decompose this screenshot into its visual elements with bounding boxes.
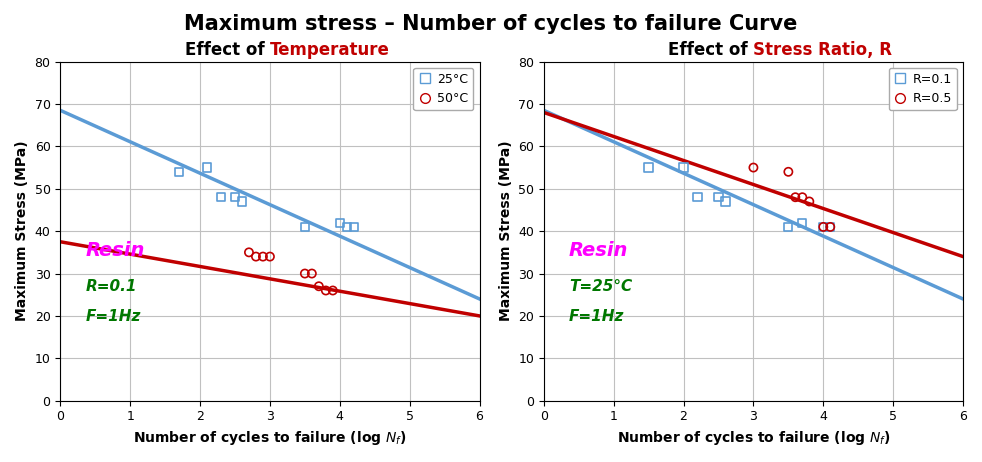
X-axis label: Number of cycles to failure (log $N_f$): Number of cycles to failure (log $N_f$)	[617, 429, 891, 447]
Point	[325, 287, 341, 294]
Point	[199, 164, 215, 171]
Point	[304, 270, 320, 277]
Point	[318, 287, 334, 294]
Point	[823, 223, 839, 231]
Point	[676, 164, 691, 171]
Point	[332, 219, 348, 226]
Text: F=1Hz: F=1Hz	[569, 309, 625, 324]
Y-axis label: Maximum Stress (MPa): Maximum Stress (MPa)	[499, 141, 513, 322]
Point	[227, 194, 243, 201]
Point	[311, 283, 327, 290]
Y-axis label: Maximum Stress (MPa): Maximum Stress (MPa)	[15, 141, 29, 322]
Point	[711, 194, 727, 201]
Point	[823, 223, 839, 231]
Text: R=0.1: R=0.1	[85, 279, 136, 294]
Text: Effect of: Effect of	[185, 41, 270, 59]
Point	[794, 194, 810, 201]
Point	[346, 223, 361, 231]
Point	[248, 253, 264, 260]
Point	[171, 168, 187, 176]
Point	[815, 223, 831, 231]
Point	[781, 168, 796, 176]
Point	[640, 164, 656, 171]
Point	[718, 198, 734, 205]
Text: Resin: Resin	[85, 241, 144, 260]
Legend: R=0.1, R=0.5: R=0.1, R=0.5	[889, 68, 956, 110]
Legend: 25°C, 50°C: 25°C, 50°C	[413, 68, 473, 110]
Text: T=25°C: T=25°C	[569, 279, 632, 294]
Point	[801, 198, 817, 205]
Point	[262, 253, 278, 260]
Point	[213, 194, 229, 201]
Point	[781, 223, 796, 231]
Point	[234, 198, 249, 205]
Point	[745, 164, 761, 171]
Point	[297, 223, 312, 231]
Point	[689, 194, 705, 201]
Point	[255, 253, 271, 260]
Text: F=1Hz: F=1Hz	[85, 309, 140, 324]
Text: Temperature: Temperature	[270, 41, 390, 59]
Text: Maximum stress – Number of cycles to failure Curve: Maximum stress – Number of cycles to fai…	[185, 14, 797, 34]
Point	[788, 194, 803, 201]
Point	[242, 249, 257, 256]
Text: Effect of: Effect of	[668, 41, 753, 59]
Point	[339, 223, 355, 231]
Text: Resin: Resin	[569, 241, 628, 260]
Point	[815, 223, 831, 231]
Point	[297, 270, 312, 277]
Text: Stress Ratio, R: Stress Ratio, R	[753, 41, 893, 59]
Point	[794, 219, 810, 226]
X-axis label: Number of cycles to failure (log $N_f$): Number of cycles to failure (log $N_f$)	[134, 429, 407, 447]
